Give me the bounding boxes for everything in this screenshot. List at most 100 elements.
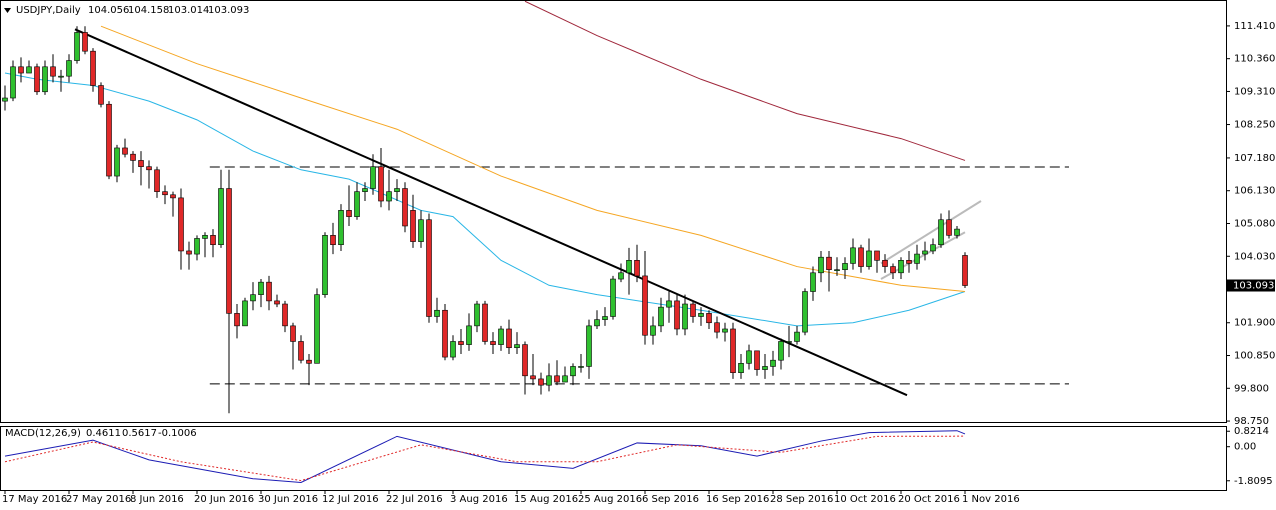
candle-body	[706, 313, 712, 324]
y-tick-label: 110.360	[1234, 54, 1275, 65]
candle-body	[98, 85, 104, 105]
x-tick-label: 16 Sep 2016	[706, 494, 769, 505]
candle-body	[554, 375, 560, 383]
y-tick-label: 104.030	[1234, 251, 1275, 262]
trend-line	[74, 28, 908, 397]
candle-body	[362, 188, 368, 192]
candle-body	[562, 375, 568, 383]
candle-body	[626, 260, 632, 274]
candle-body	[642, 275, 648, 336]
candle-body	[418, 219, 424, 242]
x-tick-label: 6 Sep 2016	[642, 494, 699, 505]
candle-body	[282, 303, 288, 327]
candle-body	[514, 344, 520, 349]
candle-body	[130, 153, 136, 161]
candle-body	[242, 300, 248, 327]
candle-body	[466, 325, 472, 345]
macd-reading: 0.4611	[86, 428, 121, 439]
candle-body	[314, 294, 320, 364]
candle-body	[746, 350, 752, 364]
open-reading: 104.056	[88, 5, 129, 16]
candle-body	[458, 341, 464, 345]
candle-body	[570, 366, 576, 377]
y-tick-label: 99.800	[1234, 383, 1269, 394]
x-tick-label: 30 Jun 2016	[258, 494, 318, 505]
x-tick-label: 20 Jun 2016	[194, 494, 254, 505]
candle-body	[74, 32, 80, 61]
signal-reading: 0.5617	[122, 428, 157, 439]
macd-title: MACD(12,26,9)	[5, 428, 81, 439]
candle-body	[178, 197, 184, 252]
candle-body	[594, 319, 600, 327]
candle-body	[818, 256, 824, 274]
candle-body	[866, 250, 872, 267]
candle-body	[442, 309, 448, 358]
candle-body	[266, 281, 272, 302]
candle-body	[850, 247, 856, 264]
candle-body	[810, 272, 816, 292]
x-tick-label: 3 Aug 2016	[450, 494, 508, 505]
price-label-box	[1227, 279, 1275, 292]
candle-body	[154, 169, 160, 192]
candle-body	[922, 250, 928, 255]
y-tick-label: 107.180	[1234, 153, 1275, 164]
candle-body	[66, 60, 72, 77]
candle-body	[402, 188, 408, 227]
low-reading: 103.014	[168, 5, 209, 16]
moving-average-line	[524, 1, 966, 161]
candle-body	[138, 160, 144, 167]
y-tick-label: 108.250	[1234, 120, 1275, 131]
menu-arrow	[4, 8, 11, 13]
candle-body	[218, 188, 224, 246]
x-tick-label: 17 May 2016	[2, 494, 67, 505]
candle-body	[898, 260, 904, 274]
candle-body	[10, 66, 16, 99]
candle-body	[114, 147, 120, 177]
y-tick-label: 100.850	[1234, 351, 1275, 362]
x-tick-label: 28 Sep 2016	[770, 494, 833, 505]
macd-plot	[4, 430, 966, 483]
candle-body	[194, 238, 200, 255]
candle-body	[674, 300, 680, 330]
x-tick-label: 25 Aug 2016	[578, 494, 642, 505]
y-tick-label: 0.8214	[1234, 426, 1269, 437]
candle-body	[730, 328, 736, 373]
candle-body	[586, 325, 592, 367]
candle-body	[450, 341, 456, 358]
x-tick-label: 8 Jun 2016	[130, 494, 184, 505]
y-tick-label: 106.130	[1234, 186, 1275, 197]
chart-title: USDJPY,Daily	[16, 5, 81, 16]
candle-body	[18, 66, 24, 74]
candle-body	[426, 219, 432, 317]
candle-body	[890, 266, 896, 274]
candle-body	[34, 66, 40, 93]
macd-line	[4, 435, 966, 482]
candle-body	[946, 219, 952, 236]
candle-body	[698, 313, 704, 317]
candle-body	[346, 210, 352, 217]
candle-body	[370, 166, 376, 189]
candle-body	[690, 303, 696, 317]
candle-body	[482, 303, 488, 342]
candle-body	[26, 66, 32, 74]
candle-body	[202, 235, 208, 239]
candle-body	[170, 194, 176, 199]
candle-body	[754, 350, 760, 370]
x-tick-label: 10 Oct 2016	[834, 494, 896, 505]
y-tick-label: 0.00	[1234, 442, 1256, 453]
candle-body	[658, 306, 664, 327]
candle-body	[610, 278, 616, 317]
candle-body	[578, 366, 584, 368]
candle-body	[930, 244, 936, 252]
candle-body	[834, 269, 840, 271]
axes: 111.410 110.360 109.310 108.250 107.180 106.1…	[2, 21, 1275, 505]
candle-body	[146, 166, 152, 171]
x-tick-label: 20 Oct 2016	[898, 494, 960, 505]
y-tick-label: -1.8095	[1234, 476, 1273, 487]
candle-body	[530, 375, 536, 380]
candle-body	[498, 328, 504, 345]
candle-body	[354, 191, 360, 217]
candle-body	[2, 97, 8, 102]
candle-body	[386, 191, 392, 202]
